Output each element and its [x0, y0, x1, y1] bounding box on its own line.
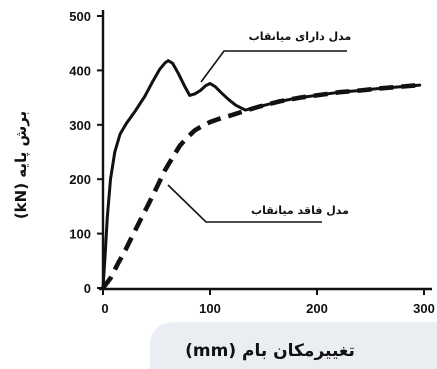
- y-tick-label-400: 400: [69, 63, 91, 78]
- x-tick-label-100: 100: [199, 301, 221, 316]
- y-tick-label-300: 300: [69, 118, 91, 133]
- series-line-without-infill: [101, 82, 420, 290]
- x-axis-label: تغییرمکان بام (mm): [185, 341, 355, 361]
- axes: [99, 10, 432, 291]
- series-line-with-infill: [101, 59, 422, 290]
- annotation-without-infill: مدل فاقد میانقاب: [167, 184, 349, 223]
- x-tick-label-300: 300: [413, 301, 435, 316]
- annotation-label-without-infill: مدل فاقد میانقاب: [251, 204, 349, 217]
- x-tick-label-200: 200: [306, 301, 328, 316]
- y-tick-label-100: 100: [69, 227, 91, 242]
- ticks: 0 100 200 300 400 500 0 100 200 300: [69, 9, 435, 316]
- y-tick-label-500: 500: [69, 9, 91, 24]
- annotation-with-infill: مدل دارای میانقاب: [200, 30, 352, 83]
- y-tick-label-200: 200: [69, 172, 91, 187]
- x-tick-label-0: 0: [101, 301, 108, 316]
- annotation-leader-without-infill: [167, 184, 322, 223]
- x-label-shade: [150, 322, 437, 369]
- y-tick-label-0: 0: [84, 281, 91, 296]
- annotation-label-with-infill: مدل دارای میانقاب: [249, 30, 352, 43]
- series-group: [101, 59, 422, 290]
- annotation-leader-with-infill: [200, 50, 347, 83]
- y-axis-label: برش پایه (kN): [12, 111, 31, 219]
